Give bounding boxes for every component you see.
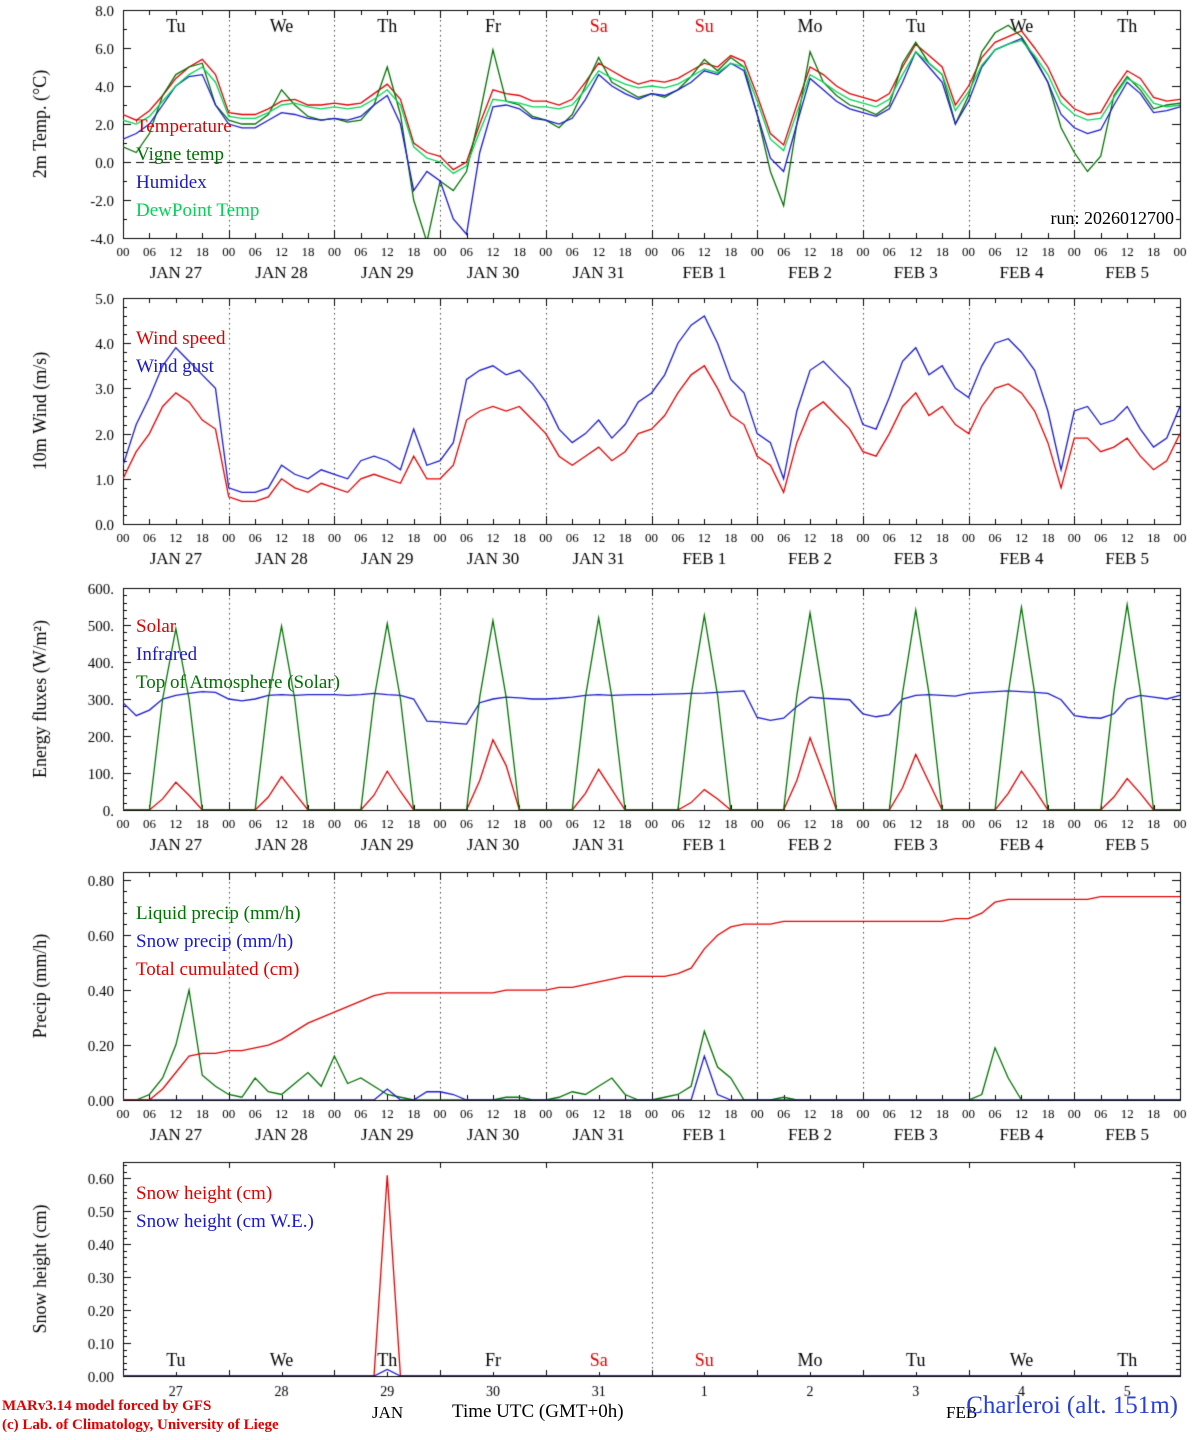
legend-temperature: Temperature [136, 116, 232, 137]
legend-solar: Solar [136, 616, 177, 637]
time-axis-label: Time UTC (GMT+0h) [452, 1401, 624, 1422]
month-label-feb: FEB [946, 1403, 978, 1422]
legend-snow-height: Snow height (cm) [136, 1183, 273, 1204]
snow-panel-canvas [0, 1158, 1194, 1400]
temperature-panel-canvas [0, 0, 1194, 290]
run-label: run: 2026012700 [1050, 208, 1175, 228]
legend-snow-precip: Snow precip (mm/h) [136, 931, 294, 952]
month-label-jan: JAN [372, 1403, 404, 1422]
station-label: Charleroi (alt. 151m) [966, 1392, 1178, 1419]
lab-credit-line: (c) Lab. of Climatology, University of L… [2, 1417, 279, 1433]
legend-snow-height-we: Snow height (cm W.E.) [136, 1211, 314, 1232]
energy-panel-canvas [0, 578, 1194, 866]
legend-vigne-temp: Vigne temp [136, 144, 225, 165]
legend-liquid-precip: Liquid precip (mm/h) [136, 903, 301, 924]
legend-total-cumulated: Total cumulated (cm) [136, 959, 300, 980]
legend-toa-solar: Top of Atmosphere (Solar) [136, 672, 340, 693]
legend-dewpoint: DewPoint Temp [136, 200, 260, 221]
legend-humidex: Humidex [136, 172, 207, 193]
precip-panel-canvas [0, 866, 1194, 1158]
legend-infrared: Infrared [136, 644, 198, 665]
legend-wind-speed: Wind speed [136, 328, 226, 349]
model-credit-line: MARv3.14 model forced by GFS [2, 1398, 212, 1414]
wind-panel-canvas [0, 290, 1194, 578]
legend-wind-gust: Wind gust [136, 356, 214, 377]
